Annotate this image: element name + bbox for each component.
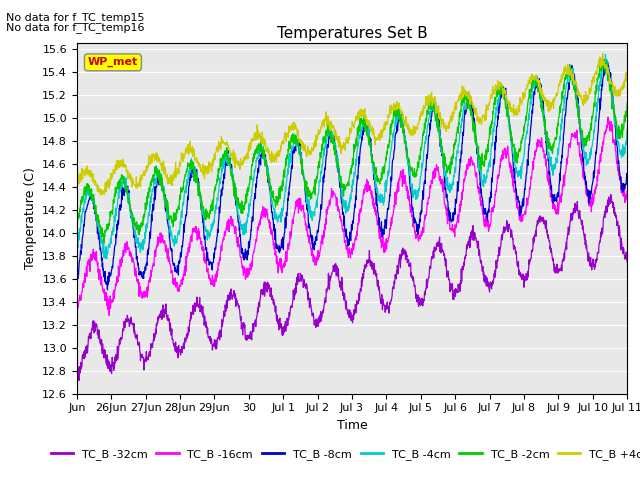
TC_B -8cm — [623, 174, 631, 180]
TC_B -8cm — [588, 182, 596, 188]
TC_B -4cm — [623, 127, 631, 132]
TC_B -2cm — [452, 131, 460, 136]
TC_B -4cm — [172, 239, 179, 245]
TC_B -8cm — [601, 57, 609, 62]
Text: No data for f_TC_temp16: No data for f_TC_temp16 — [6, 22, 145, 33]
TC_B -8cm — [73, 273, 81, 279]
TC_B -8cm — [452, 199, 460, 204]
TC_B -8cm — [83, 204, 91, 209]
Title: Temperatures Set B: Temperatures Set B — [276, 25, 428, 41]
Line: TC_B -16cm: TC_B -16cm — [77, 117, 627, 315]
TC_B +4cm — [83, 163, 91, 169]
TC_B -2cm — [73, 220, 81, 226]
TC_B -4cm — [83, 183, 91, 189]
TC_B -16cm — [73, 308, 81, 313]
TC_B -8cm — [355, 164, 362, 169]
TC_B -2cm — [355, 122, 362, 128]
TC_B -2cm — [83, 180, 91, 186]
TC_B +4cm — [97, 192, 104, 198]
TC_B -4cm — [355, 139, 362, 144]
TC_B -4cm — [588, 144, 596, 149]
TC_B -16cm — [322, 222, 330, 228]
TC_B +4cm — [599, 51, 607, 57]
TC_B +4cm — [73, 182, 81, 188]
Text: No data for f_TC_temp15: No data for f_TC_temp15 — [6, 12, 145, 23]
TC_B -8cm — [172, 267, 179, 273]
TC_B -32cm — [322, 296, 330, 301]
TC_B -8cm — [322, 155, 330, 161]
TC_B -16cm — [355, 218, 362, 224]
TC_B +4cm — [623, 73, 631, 79]
Line: TC_B -8cm: TC_B -8cm — [77, 60, 627, 290]
TC_B -2cm — [322, 128, 330, 133]
TC_B -32cm — [172, 339, 179, 345]
TC_B -16cm — [106, 312, 113, 318]
TC_B -16cm — [588, 203, 596, 208]
TC_B +4cm — [322, 109, 330, 115]
Line: TC_B +4cm: TC_B +4cm — [77, 54, 627, 195]
Text: WP_met: WP_met — [88, 57, 138, 68]
Y-axis label: Temperature (C): Temperature (C) — [24, 168, 36, 269]
TC_B -16cm — [83, 265, 91, 271]
TC_B -2cm — [623, 100, 631, 106]
TC_B -2cm — [599, 56, 607, 61]
TC_B -2cm — [100, 240, 108, 246]
TC_B +4cm — [355, 115, 362, 121]
X-axis label: Time: Time — [337, 419, 367, 432]
TC_B -32cm — [75, 378, 83, 384]
TC_B +4cm — [172, 159, 179, 165]
TC_B -32cm — [588, 263, 596, 268]
Line: TC_B -32cm: TC_B -32cm — [77, 194, 627, 381]
TC_B -32cm — [607, 192, 614, 197]
Line: TC_B -4cm: TC_B -4cm — [77, 54, 627, 259]
TC_B -32cm — [452, 289, 460, 295]
TC_B +4cm — [588, 77, 596, 83]
TC_B -32cm — [355, 296, 362, 302]
TC_B -32cm — [84, 350, 92, 356]
TC_B -32cm — [73, 375, 81, 381]
TC_B -16cm — [172, 283, 179, 289]
TC_B -16cm — [452, 223, 460, 228]
TC_B -4cm — [322, 143, 330, 149]
TC_B +4cm — [452, 107, 460, 112]
TC_B -4cm — [103, 256, 111, 262]
Legend: TC_B -32cm, TC_B -16cm, TC_B -8cm, TC_B -4cm, TC_B -2cm, TC_B +4cm: TC_B -32cm, TC_B -16cm, TC_B -8cm, TC_B … — [46, 444, 640, 465]
TC_B -4cm — [73, 242, 81, 248]
TC_B -2cm — [172, 214, 179, 219]
Line: TC_B -2cm: TC_B -2cm — [77, 59, 627, 243]
TC_B -4cm — [602, 51, 609, 57]
TC_B -16cm — [623, 189, 631, 194]
TC_B -4cm — [452, 157, 460, 163]
TC_B -2cm — [588, 113, 596, 119]
TC_B -16cm — [604, 114, 612, 120]
TC_B -8cm — [104, 287, 111, 293]
TC_B -32cm — [623, 259, 631, 265]
